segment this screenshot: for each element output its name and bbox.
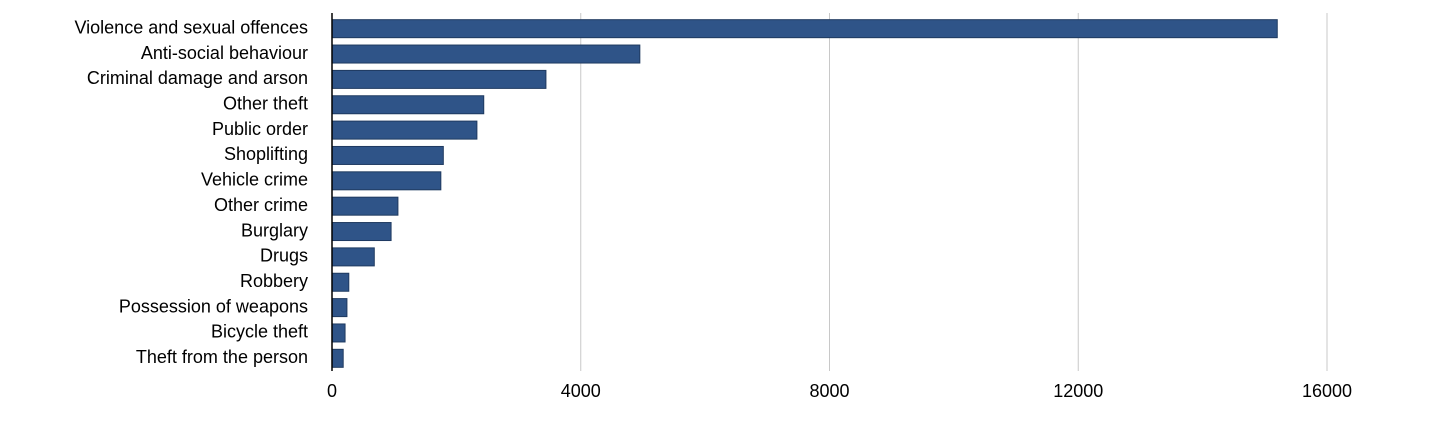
y-tick-label: Burglary <box>241 220 308 240</box>
bar <box>331 44 641 64</box>
x-tick-label: 8000 <box>809 381 849 401</box>
bar <box>331 247 375 267</box>
y-tick-label: Other crime <box>214 195 308 215</box>
y-tick-label: Public order <box>212 119 308 139</box>
bar <box>331 348 344 368</box>
y-tick-label: Criminal damage and arson <box>87 68 308 88</box>
bar <box>331 272 350 292</box>
bar <box>331 69 547 89</box>
y-tick-label: Vehicle crime <box>201 170 308 190</box>
y-tick-label: Drugs <box>260 246 308 266</box>
bar <box>331 95 485 115</box>
bar <box>331 120 478 140</box>
bar <box>331 196 399 216</box>
y-tick-label: Possession of weapons <box>119 296 308 316</box>
bar <box>331 222 392 242</box>
y-tick-label: Violence and sexual offences <box>74 17 308 37</box>
x-tick-label: 4000 <box>561 381 601 401</box>
y-tick-label: Anti-social behaviour <box>141 43 308 63</box>
bar <box>331 19 1278 39</box>
bar <box>331 171 442 191</box>
bar <box>331 145 444 165</box>
bar <box>331 323 346 343</box>
y-tick-label: Bicycle theft <box>211 322 308 342</box>
y-tick-label: Shoplifting <box>224 144 308 164</box>
y-tick-label: Other theft <box>223 94 308 114</box>
bar <box>331 298 348 318</box>
y-tick-label: Theft from the person <box>136 347 308 367</box>
x-tick-label: 0 <box>327 381 337 401</box>
x-tick-label: 12000 <box>1053 381 1103 401</box>
x-tick-label: 16000 <box>1302 381 1352 401</box>
y-tick-label: Robbery <box>240 271 308 291</box>
